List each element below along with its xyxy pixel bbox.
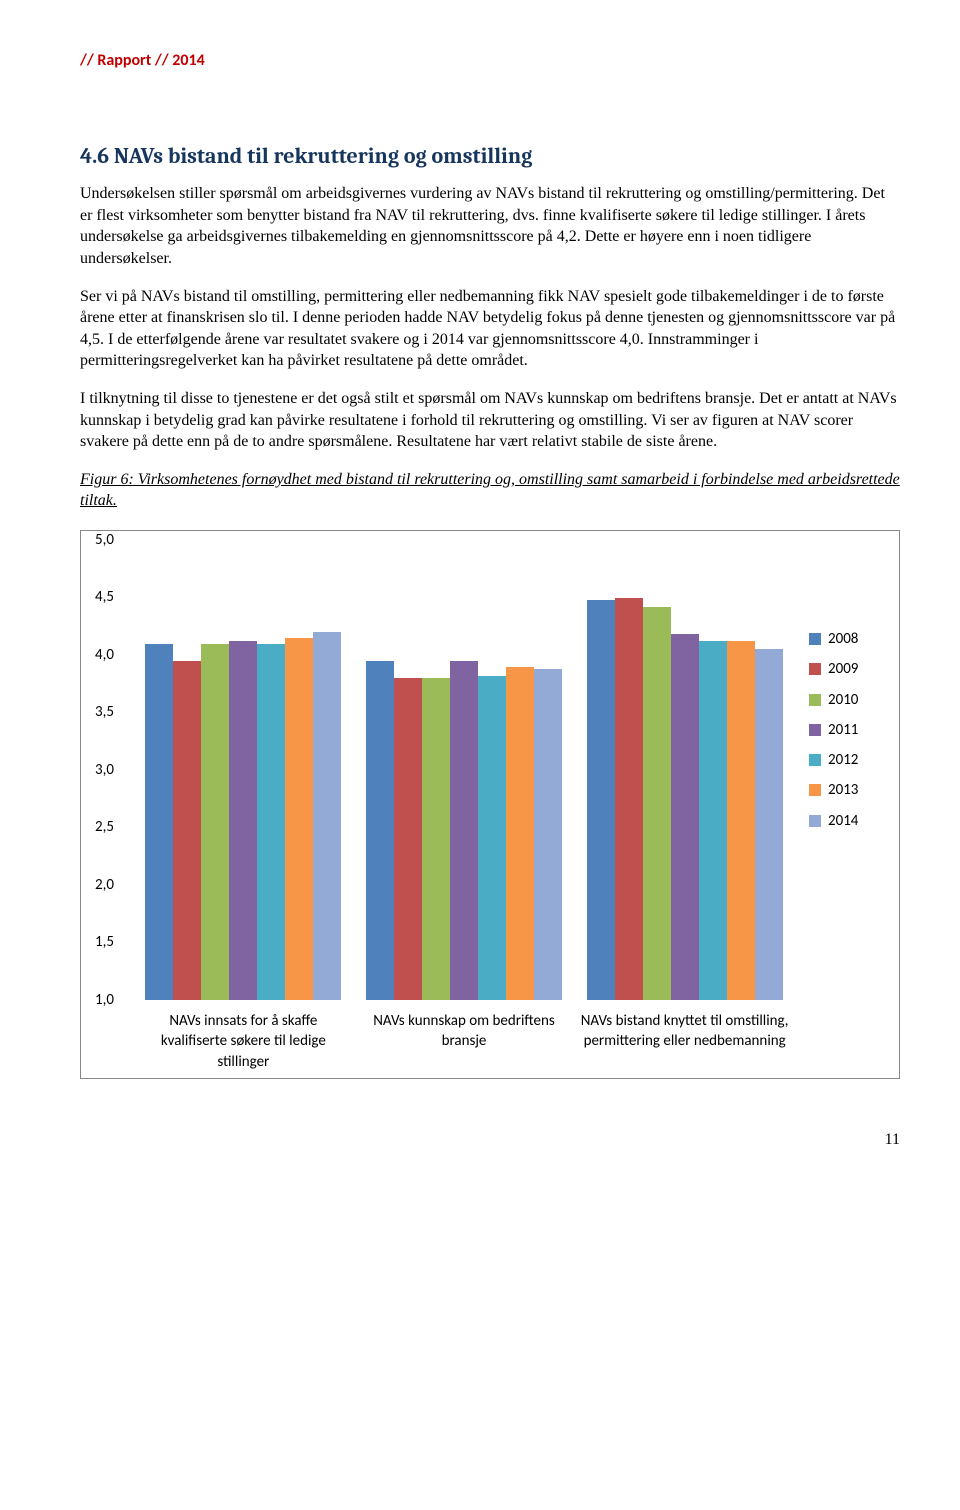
chart-ytick: 1,5 (95, 932, 129, 952)
paragraph-3: I tilknytning til disse to tjenestene er… (80, 388, 900, 453)
chart-ytick: 1,0 (95, 990, 129, 1010)
legend-item: 2014 (809, 811, 885, 831)
chart-bar (587, 600, 615, 1000)
legend-label: 2010 (828, 690, 858, 710)
chart-bar (643, 607, 671, 1000)
legend-item: 2008 (809, 629, 885, 649)
section-heading: 4.6 NAVs bistand til rekruttering og oms… (80, 142, 900, 172)
legend-item: 2011 (809, 720, 885, 740)
chart-bar (229, 641, 257, 1000)
chart-bar (450, 661, 478, 1000)
chart-bar (478, 676, 506, 1000)
legend-swatch (809, 754, 821, 766)
chart-bar-group (145, 632, 341, 1000)
chart-bar (394, 678, 422, 1000)
chart-xlabel: NAVs kunnskap om bedriftens bransje (359, 1011, 569, 1072)
paragraph-1: Undersøkelsen stiller spørsmål om arbeid… (80, 183, 900, 269)
chart-bar (313, 632, 341, 1000)
paragraph-2: Ser vi på NAVs bistand til omstilling, p… (80, 286, 900, 372)
legend-swatch (809, 784, 821, 796)
chart-ytick: 3,5 (95, 702, 129, 722)
chart-ytick: 4,5 (95, 587, 129, 607)
legend-swatch (809, 724, 821, 736)
chart-bar (615, 598, 643, 1001)
chart-ytick: 4,0 (95, 645, 129, 665)
chart-bar (534, 669, 562, 1000)
chart-ytick: 2,5 (95, 817, 129, 837)
legend-swatch (809, 663, 821, 675)
legend-label: 2011 (828, 720, 858, 740)
chart-legend: 2008 2009 2010 2011 2012 2013 2014 (795, 541, 885, 1072)
legend-label: 2013 (828, 780, 858, 800)
legend-item: 2009 (809, 659, 885, 679)
report-header: // Rapport // 2014 (80, 50, 900, 72)
chart-bar (699, 641, 727, 1000)
chart-bar (366, 661, 394, 1000)
chart-container: 5,0 4,5 4,0 3,5 3,0 2,5 2,0 1,5 1,0 NAVs innsats… (80, 530, 900, 1079)
legend-item: 2013 (809, 780, 885, 800)
chart-bar (671, 634, 699, 1000)
legend-swatch (809, 633, 821, 645)
chart-bar-group (366, 661, 562, 1000)
chart-ytick: 3,0 (95, 760, 129, 780)
chart-bar (506, 667, 534, 1001)
chart-ytick: 5,0 (95, 530, 129, 550)
chart-bar (145, 644, 173, 1001)
legend-item: 2010 (809, 690, 885, 710)
legend-swatch (809, 694, 821, 706)
chart-ytick: 2,0 (95, 875, 129, 895)
chart-bar (755, 649, 783, 1000)
chart-bar (257, 644, 285, 1001)
legend-label: 2012 (828, 750, 858, 770)
legend-label: 2009 (828, 659, 858, 679)
figure-caption: Figur 6: Virksomhetenes fornøydhet med b… (80, 469, 900, 512)
legend-swatch (809, 815, 821, 827)
chart-xlabel: NAVs innsats for å skaffe kvalifiserte s… (138, 1011, 348, 1072)
chart-bar (173, 661, 201, 1000)
chart-bar (285, 638, 313, 1000)
chart-bar (201, 644, 229, 1001)
chart-plot-area: 5,04,54,03,53,02,52,01,51,0 (95, 541, 795, 1001)
chart-xlabel: NAVs bistand knyttet til omstilling, per… (580, 1011, 790, 1072)
chart-bar (422, 678, 450, 1000)
page-number: 11 (80, 1129, 900, 1151)
chart-bar (727, 641, 755, 1000)
chart-x-labels: NAVs innsats for å skaffe kvalifiserte s… (133, 1011, 795, 1072)
legend-label: 2008 (828, 629, 858, 649)
chart-bar-group (587, 598, 783, 1001)
legend-label: 2014 (828, 811, 858, 831)
legend-item: 2012 (809, 750, 885, 770)
